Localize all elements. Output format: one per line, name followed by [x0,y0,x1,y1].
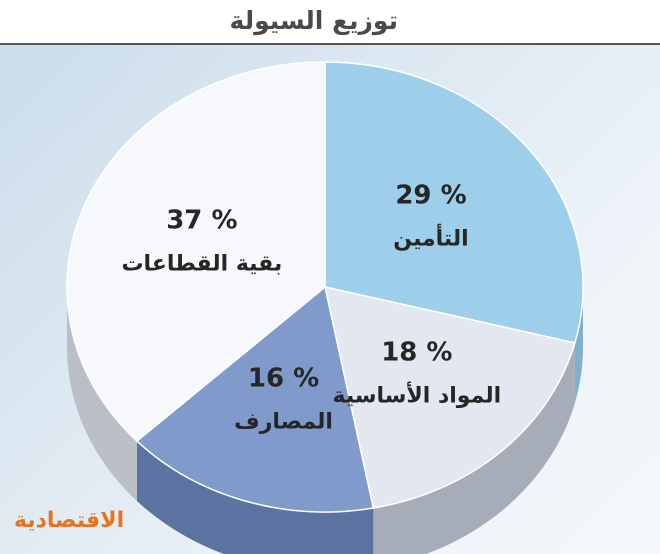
chart-title: توزيع السيولة [229,6,398,35]
slice-3-value-label: 16 % [248,363,319,393]
slice-1-category-label: التأمين [393,222,468,251]
slice-2-value-label: 18 % [381,337,452,367]
slice-3-side [136,441,374,554]
title-bar: توزيع السيولة [0,0,660,45]
slice-1-value-label: 29 % [395,180,466,210]
slice-4-category-label: بقية القطاعات [121,252,282,277]
slice-2-category-label: المواد الأساسية [333,380,502,408]
brand-logo: الاقتصادية [14,508,125,533]
slice-2-top [324,286,576,509]
pie-slices-layer [66,61,584,513]
slice-4-top [66,61,326,443]
slice-4-value-label: 37 % [166,206,237,236]
title-underline [0,43,660,45]
slice-4-side [67,287,137,502]
slice-3-category-label: المصارف [234,409,333,434]
slice-2-side [373,342,575,554]
slice-1-top [324,61,584,344]
pie-labels-layer: 29 % التأمين 18 % المواد الأساسية 16 % المصار… [121,180,501,434]
slice-3-top [135,285,375,513]
